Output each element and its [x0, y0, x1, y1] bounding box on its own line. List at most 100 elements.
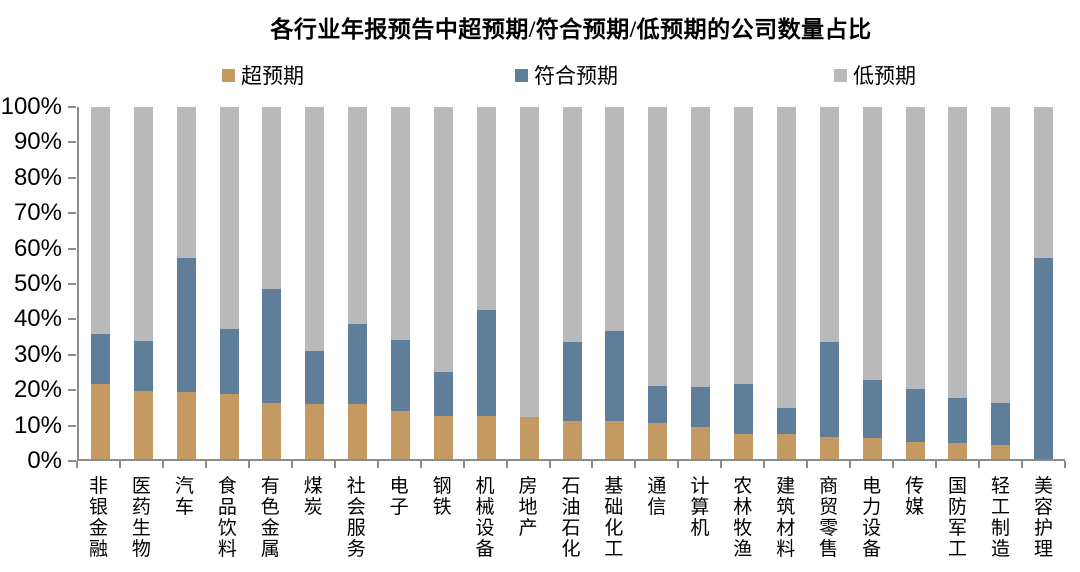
bar-segment-低预期 — [862, 107, 882, 381]
x-axis-label-char: 汽 — [174, 476, 194, 497]
x-axis-label-char: 子 — [389, 497, 409, 518]
x-axis-label-char: 非 — [88, 476, 108, 497]
bar-cell — [208, 107, 251, 459]
bar-segment-符合预期 — [433, 371, 453, 416]
y-axis-tick — [68, 460, 76, 462]
x-axis-label-char: 电 — [389, 476, 409, 497]
x-axis-label-传媒: 传媒 — [905, 476, 924, 560]
bar-cell — [379, 107, 422, 459]
x-axis-label-char: 工 — [604, 539, 624, 560]
bar-segment-低预期 — [476, 107, 496, 311]
bar-segment-符合预期 — [691, 386, 711, 427]
bar-segment-超预期 — [476, 416, 496, 459]
bar-segment-符合预期 — [605, 331, 625, 421]
x-axis-label-char: 有 — [260, 476, 280, 497]
y-axis-label: 50% — [13, 270, 62, 297]
legend-item-below-expectation: 低预期 — [834, 62, 916, 88]
bar-segment-低预期 — [133, 107, 153, 342]
x-axis-label-非银金融: 非银金融 — [89, 476, 108, 560]
bar-医药生物 — [133, 107, 153, 459]
x-axis-tick — [419, 461, 422, 468]
x-axis-tick — [591, 461, 594, 468]
bar-segment-符合预期 — [905, 388, 925, 443]
x-axis-tick — [806, 461, 809, 468]
x-axis-label-char: 国 — [948, 476, 968, 497]
x-axis-label-char: 铁 — [432, 497, 452, 518]
y-axis-labels: 0% 10% 20% 30% 40% 50% 60% 70% 80% 90% 100% — [0, 95, 62, 473]
x-axis-label-char: 农 — [733, 476, 753, 497]
x-axis-label-char: 信 — [647, 497, 667, 518]
x-axis-tick — [1021, 461, 1024, 468]
x-axis-label-char: 造 — [990, 539, 1010, 560]
x-label-cell: 机械设备 — [464, 476, 507, 560]
x-axis-label-char: 化 — [604, 518, 624, 539]
x-axis-label-char: 融 — [88, 539, 108, 560]
bar-建筑材料 — [776, 107, 796, 459]
x-axis-label-char: 石 — [561, 518, 581, 539]
x-axis-label-char: 食 — [217, 476, 237, 497]
bar-cell — [679, 107, 722, 459]
bar-商贸零售 — [819, 107, 839, 459]
x-label-cell: 农林牧渔 — [721, 476, 764, 560]
y-axis-label: 30% — [13, 340, 62, 368]
x-axis-label-char: 军 — [948, 518, 968, 539]
x-label-cell: 房地产 — [507, 476, 550, 560]
bar-cell — [594, 107, 637, 459]
bar-segment-符合预期 — [391, 340, 411, 412]
x-axis-label-char: 算 — [690, 497, 710, 518]
bar-segment-低预期 — [391, 107, 411, 341]
x-label-cell: 轻工制造 — [979, 476, 1022, 560]
x-axis-label-char: 工 — [990, 497, 1010, 518]
x-axis-tick — [76, 461, 78, 468]
chart-title: 各行业年报预告中超预期/符合预期/低预期的公司数量占比 — [270, 17, 872, 42]
x-label-cell: 计算机 — [678, 476, 721, 560]
x-axis-tick — [935, 461, 938, 468]
bar-电力设备 — [862, 107, 882, 459]
bar-segment-符合预期 — [562, 341, 582, 421]
bar-cell — [336, 107, 379, 459]
x-axis-label-char: 容 — [1033, 497, 1053, 518]
y-axis-label: 100% — [0, 93, 62, 120]
x-axis-tick — [247, 461, 250, 468]
x-axis-label-房地产: 房地产 — [519, 476, 538, 560]
y-axis-tick — [68, 176, 76, 179]
bars-container — [79, 107, 1065, 459]
x-axis-label-农林牧渔: 农林牧渔 — [733, 476, 752, 560]
x-axis-tick — [376, 461, 379, 468]
x-axis-tick — [290, 461, 293, 468]
x-axis-label-char: 计 — [690, 476, 710, 497]
bar-segment-低预期 — [819, 107, 839, 342]
x-axis-label-美容护理: 美容护理 — [1034, 476, 1053, 560]
x-axis-label-社会服务: 社会服务 — [347, 476, 366, 560]
x-axis-label-国防军工: 国防军工 — [948, 476, 967, 560]
bar-segment-超预期 — [433, 415, 453, 459]
bar-cell — [808, 107, 851, 459]
bar-segment-符合预期 — [1034, 258, 1054, 459]
bar-segment-超预期 — [734, 434, 754, 459]
bar-segment-低预期 — [219, 107, 239, 330]
bar-非银金融 — [90, 107, 110, 459]
x-axis-label-char: 林 — [733, 497, 753, 518]
x-axis-label-机械设备: 机械设备 — [476, 476, 495, 560]
bar-cell — [422, 107, 465, 459]
x-axis-label-char: 房 — [518, 476, 538, 497]
bar-segment-符合预期 — [476, 310, 496, 417]
bar-segment-超预期 — [305, 404, 325, 459]
x-axis-tick — [763, 461, 766, 468]
x-label-cell: 钢铁 — [421, 476, 464, 560]
bar-segment-超预期 — [648, 423, 668, 459]
x-axis-tick — [634, 461, 637, 468]
x-axis-tick — [978, 461, 981, 468]
bar-segment-超预期 — [776, 434, 796, 459]
bar-segment-低预期 — [691, 107, 711, 387]
bar-汽车 — [176, 107, 196, 459]
x-axis-label-医药生物: 医药生物 — [132, 476, 151, 560]
x-axis-label-char: 银 — [88, 497, 108, 518]
bar-segment-低预期 — [1034, 107, 1054, 259]
bar-cell — [251, 107, 294, 459]
x-axis-label-基础化工: 基础化工 — [604, 476, 623, 560]
x-axis-tick — [161, 461, 164, 468]
bar-segment-低预期 — [648, 107, 668, 386]
legend-label-exceed-expectation: 超预期 — [241, 64, 304, 88]
x-axis-label-char: 炭 — [303, 497, 323, 518]
